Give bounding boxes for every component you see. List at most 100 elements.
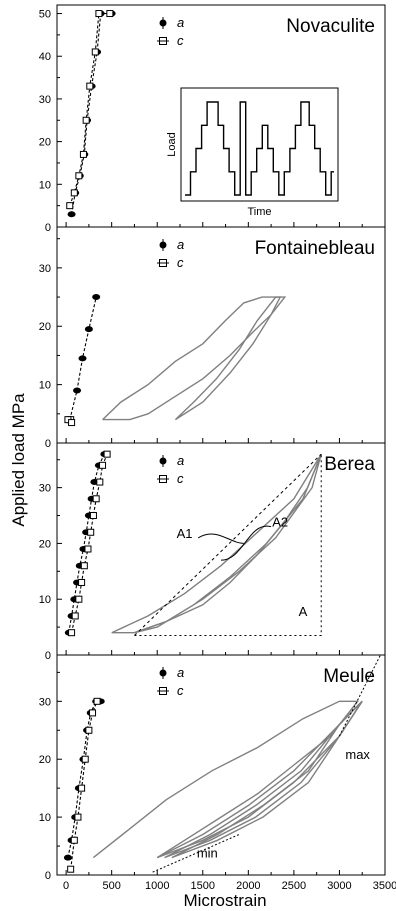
legend-label-a: a — [177, 237, 184, 252]
panel-novaculite: 0 10 20 30 40 50 Novaculite ac Time Load — [39, 4, 386, 234]
data-point-a — [73, 387, 82, 394]
data-point-a — [84, 326, 93, 333]
hysteresis-loop — [111, 453, 322, 634]
series-c-line — [70, 701, 98, 870]
plot-frame — [56, 226, 386, 444]
legend-label-a: a — [177, 665, 184, 680]
x-tick-label: 3500 — [373, 880, 396, 892]
data-point-c — [66, 202, 74, 210]
x-tick-label: 2500 — [282, 880, 306, 892]
legend-label-a: a — [177, 453, 184, 468]
x-tick-label: 1500 — [191, 880, 215, 892]
data-point-c — [87, 528, 95, 536]
data-point-c — [74, 813, 82, 821]
data-point-c — [68, 419, 76, 427]
y-tick-label: 20 — [39, 754, 51, 766]
data-point-a — [67, 211, 76, 218]
data-point-c — [96, 478, 104, 486]
reference-line — [134, 453, 322, 636]
x-tick-label: 0 — [63, 880, 69, 892]
hysteresis-loop — [134, 453, 322, 634]
panels: 01020304050NovaculiteacTimeLoad0102030Fo… — [39, 4, 396, 892]
panel-berea: 0 10 20 30 Berea ac A1 A2 A — [39, 442, 386, 662]
hysteresis-loop — [92, 700, 360, 859]
legend-label-c: c — [177, 471, 184, 486]
y-tick-label: 10 — [39, 812, 51, 824]
y-tick-label: 30 — [39, 483, 51, 495]
data-point-c — [103, 450, 111, 458]
legend-label-a: a — [177, 15, 184, 30]
hysteresis-loop — [156, 700, 363, 859]
x-tick-label: 3000 — [327, 880, 351, 892]
y-tick-label: 20 — [39, 538, 51, 550]
y-tick-label: 0 — [45, 222, 51, 234]
series-a-line — [67, 700, 101, 858]
inset-y-label: Load — [166, 132, 178, 156]
y-axis-label: Applied load MPa — [9, 393, 28, 527]
legend-label-c: c — [177, 683, 184, 698]
hysteresis-loop — [174, 296, 287, 421]
y-tick-label: 0 — [45, 650, 51, 662]
hysteresis-loop — [102, 296, 282, 421]
y-tick-label: 10 — [39, 380, 51, 392]
y-tick-label: 10 — [39, 179, 51, 191]
data-point-c — [82, 116, 90, 124]
x-tick-label: 1000 — [145, 880, 169, 892]
y-tick-label: 30 — [39, 696, 51, 708]
inset-load-vs-time: Time Load — [166, 87, 339, 218]
data-point-c — [75, 595, 83, 603]
data-point-c — [85, 726, 93, 734]
data-point-c — [86, 82, 94, 90]
plot-frame — [56, 654, 386, 876]
data-point-c — [91, 48, 99, 56]
data-point-c — [80, 562, 88, 570]
inset-load-curve — [185, 101, 334, 196]
y-tick-label: 30 — [39, 263, 51, 275]
leader-line — [197, 533, 244, 544]
data-point-c — [78, 784, 86, 792]
hysteresis-loop — [171, 700, 363, 859]
x-tick-label: 2000 — [236, 880, 260, 892]
data-point-c — [92, 495, 100, 503]
y-tick-label: 0 — [45, 870, 51, 882]
annotation-A1: A1 — [177, 526, 193, 541]
data-point-c — [95, 10, 103, 18]
data-point-a — [92, 294, 101, 301]
tangent-max — [338, 654, 381, 737]
annotation-A2: A2 — [272, 515, 288, 530]
data-point-c — [89, 512, 97, 520]
annotation-min: min — [197, 846, 218, 861]
panel-fontainebleau: 0 10 20 30 Fontainebleau ac — [39, 226, 386, 450]
y-tick-label: 30 — [39, 94, 51, 106]
triangle-area-A — [134, 454, 322, 636]
data-point-c — [99, 461, 107, 469]
data-point-c — [71, 612, 79, 620]
y-tick-label: 40 — [39, 51, 51, 63]
y-tick-label: 50 — [39, 9, 51, 21]
data-point-c — [68, 629, 76, 637]
data-point-c — [78, 578, 86, 586]
panel-title: Fontainebleau — [255, 238, 375, 259]
annotation-A: A — [299, 604, 308, 619]
data-point-c — [89, 709, 97, 717]
data-point-c — [79, 150, 87, 158]
y-tick-label: 20 — [39, 321, 51, 333]
data-point-a — [63, 854, 72, 861]
inset-x-label: Time — [247, 206, 271, 218]
series-a-line — [71, 12, 112, 215]
data-point-c — [106, 10, 114, 18]
panel-title: Novaculite — [286, 16, 375, 37]
panel-meule: 0 10 20 30 0 500 1000 1500 2000 2500 3000 3500 Meule… — [39, 654, 396, 892]
data-point-c — [70, 189, 78, 197]
data-point-c — [84, 545, 92, 553]
leader-line — [220, 525, 272, 561]
legend-label-c: c — [177, 33, 184, 48]
x-tick-label: 500 — [102, 880, 120, 892]
data-point-c — [67, 865, 75, 873]
panel-title: Berea — [324, 454, 375, 475]
legend-label-c: c — [177, 255, 184, 270]
x-axis-label: Microstrain — [183, 891, 266, 910]
data-point-c — [70, 836, 78, 844]
data-point-a — [78, 355, 87, 362]
